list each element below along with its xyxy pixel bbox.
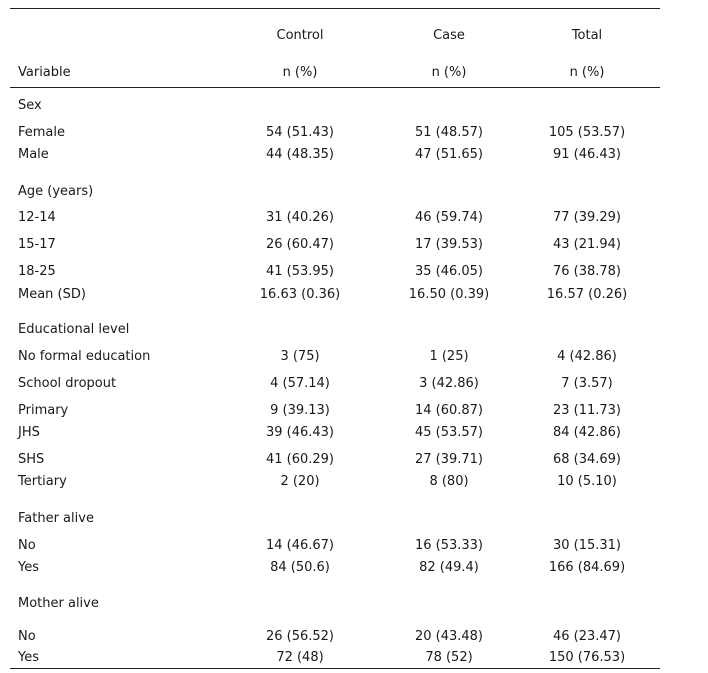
case-value: 45 (53.57) [414, 425, 484, 440]
control-value: 54 (51.43) [265, 125, 335, 140]
case-value: 27 (39.71) [414, 452, 484, 467]
control-value: 44 (48.35) [265, 147, 335, 162]
total-value: 84 (42.86) [552, 425, 622, 440]
control-value: 31 (40.26) [265, 210, 335, 225]
case-value: 17 (39.53) [414, 237, 484, 252]
row-label: 18-25 [18, 264, 56, 279]
total-value: 23 (11.73) [552, 403, 622, 418]
case-value: 3 (42.86) [419, 376, 479, 391]
header-case-unit: n (%) [431, 65, 467, 80]
header-variable: Variable [18, 65, 71, 80]
row-label: Yes [18, 560, 39, 575]
header-total-unit: n (%) [569, 65, 605, 80]
control-value: 26 (60.47) [265, 237, 335, 252]
row-label: Female [18, 125, 66, 140]
table-header-rule [10, 87, 660, 88]
total-value: 4 (42.86) [557, 349, 617, 364]
control-value: 72 (48) [276, 650, 324, 665]
row-label: SHS [18, 452, 45, 467]
total-value: 91 (46.43) [552, 147, 622, 162]
case-value: 20 (43.48) [414, 629, 484, 644]
total-value: 30 (15.31) [552, 538, 622, 553]
section-heading: Sex [18, 98, 42, 113]
total-value: 7 (3.57) [561, 376, 613, 391]
section-heading: Age (years) [18, 184, 94, 199]
control-value: 3 (75) [280, 349, 320, 364]
control-value: 4 (57.14) [270, 376, 330, 391]
total-value: 77 (39.29) [552, 210, 622, 225]
header-case: Case [433, 28, 465, 43]
case-value: 1 (25) [429, 349, 469, 364]
section-heading: Educational level [18, 322, 130, 337]
total-value: 76 (38.78) [552, 264, 622, 279]
table-top-rule [10, 8, 660, 9]
header-control-unit: n (%) [282, 65, 318, 80]
row-label: Primary [18, 403, 69, 418]
case-value: 47 (51.65) [414, 147, 484, 162]
case-value: 16 (53.33) [414, 538, 484, 553]
row-label: JHS [18, 425, 40, 440]
control-value: 41 (60.29) [265, 452, 335, 467]
control-value: 2 (20) [280, 474, 320, 489]
control-value: 84 (50.6) [270, 560, 330, 575]
section-heading: Father alive [18, 511, 94, 526]
control-value: 14 (46.67) [265, 538, 335, 553]
control-value: 39 (46.43) [265, 425, 335, 440]
total-value: 105 (53.57) [548, 125, 626, 140]
total-value: 16.57 (0.26) [546, 287, 628, 302]
row-label: No formal education [18, 349, 151, 364]
case-value: 51 (48.57) [414, 125, 484, 140]
total-value: 68 (34.69) [552, 452, 622, 467]
row-label: School dropout [18, 376, 117, 391]
control-value: 41 (53.95) [265, 264, 335, 279]
header-total: Total [571, 28, 603, 43]
row-label: Male [18, 147, 49, 162]
table-bottom-rule [10, 668, 660, 669]
case-value: 16.50 (0.39) [408, 287, 490, 302]
row-label: Tertiary [18, 474, 67, 489]
row-label: Yes [18, 650, 39, 665]
total-value: 43 (21.94) [552, 237, 622, 252]
case-value: 82 (49.4) [419, 560, 479, 575]
row-label: Mean (SD) [18, 287, 86, 302]
case-value: 35 (46.05) [414, 264, 484, 279]
total-value: 10 (5.10) [557, 474, 617, 489]
total-value: 46 (23.47) [552, 629, 622, 644]
control-value: 9 (39.13) [270, 403, 330, 418]
case-value: 46 (59.74) [414, 210, 484, 225]
row-label: 12-14 [18, 210, 56, 225]
case-value: 78 (52) [425, 650, 473, 665]
case-value: 14 (60.87) [414, 403, 484, 418]
row-label: No [18, 629, 36, 644]
header-control: Control [276, 28, 324, 43]
control-value: 26 (56.52) [265, 629, 335, 644]
control-value: 16.63 (0.36) [259, 287, 341, 302]
total-value: 166 (84.69) [548, 560, 626, 575]
row-label: No [18, 538, 36, 553]
total-value: 150 (76.53) [548, 650, 626, 665]
row-label: 15-17 [18, 237, 56, 252]
case-value: 8 (80) [429, 474, 469, 489]
section-heading: Mother alive [18, 596, 99, 611]
